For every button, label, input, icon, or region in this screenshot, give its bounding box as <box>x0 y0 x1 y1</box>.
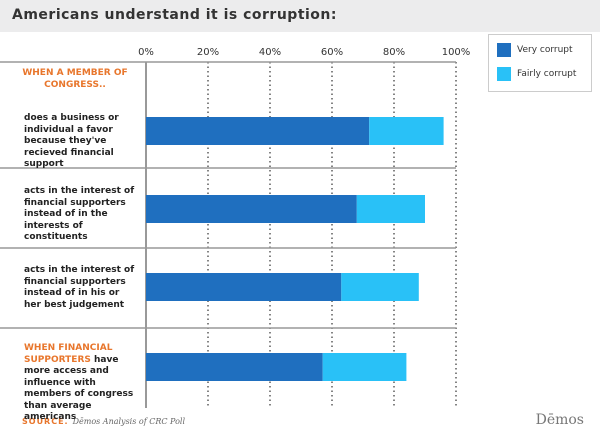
bar <box>146 195 357 223</box>
bar <box>146 273 342 301</box>
title-bar: Americans understand it is corruption: <box>0 0 600 32</box>
legend-swatch <box>497 43 511 57</box>
bar <box>146 117 370 145</box>
bar <box>146 353 323 381</box>
legend-item: Very corrupt <box>497 43 573 57</box>
bar <box>341 273 419 301</box>
group-heading: WHEN A MEMBER OF CONGRESS.. <box>22 68 128 90</box>
category-label: acts in the interest of financial suppor… <box>24 186 138 244</box>
category-highlight: WHEN FINANCIAL SUPPORTERS <box>24 343 113 365</box>
legend-label: Very corrupt <box>517 45 573 55</box>
logo: Dēmos <box>535 412 584 428</box>
bar <box>369 117 444 145</box>
category-text: acts in the interest of financial suppor… <box>24 265 135 310</box>
legend-item: Fairly corrupt <box>497 67 576 81</box>
bar <box>322 353 407 381</box>
category-text: acts in the interest of financial suppor… <box>24 186 135 242</box>
x-tick-label: 20% <box>197 47 219 58</box>
chart-title: Americans understand it is corruption: <box>12 7 337 23</box>
x-tick-label: 80% <box>383 47 405 58</box>
legend: Very corrupt Fairly corrupt <box>488 34 592 92</box>
category-label: acts in the interest of financial suppor… <box>24 265 138 311</box>
source-label: SOURCE. <box>22 417 69 426</box>
category-text: have more access and influence with memb… <box>24 354 134 423</box>
x-tick-label: 0% <box>138 47 154 58</box>
category-label: WHEN FINANCIAL SUPPORTERS have more acce… <box>24 343 138 424</box>
bar <box>356 195 425 223</box>
category-label: does a business or individual a favor be… <box>24 113 138 171</box>
source: SOURCE. Dēmos Analysis of CRC Poll <box>22 417 185 426</box>
legend-label: Fairly corrupt <box>517 69 577 79</box>
x-tick-label: 40% <box>259 47 281 58</box>
x-tick-label: 60% <box>321 47 343 58</box>
category-text: does a business or individual a favor be… <box>24 113 119 169</box>
legend-swatch <box>497 67 511 81</box>
source-text: Dēmos Analysis of CRC Poll <box>72 417 186 426</box>
x-tick-label: 100% <box>442 47 471 58</box>
